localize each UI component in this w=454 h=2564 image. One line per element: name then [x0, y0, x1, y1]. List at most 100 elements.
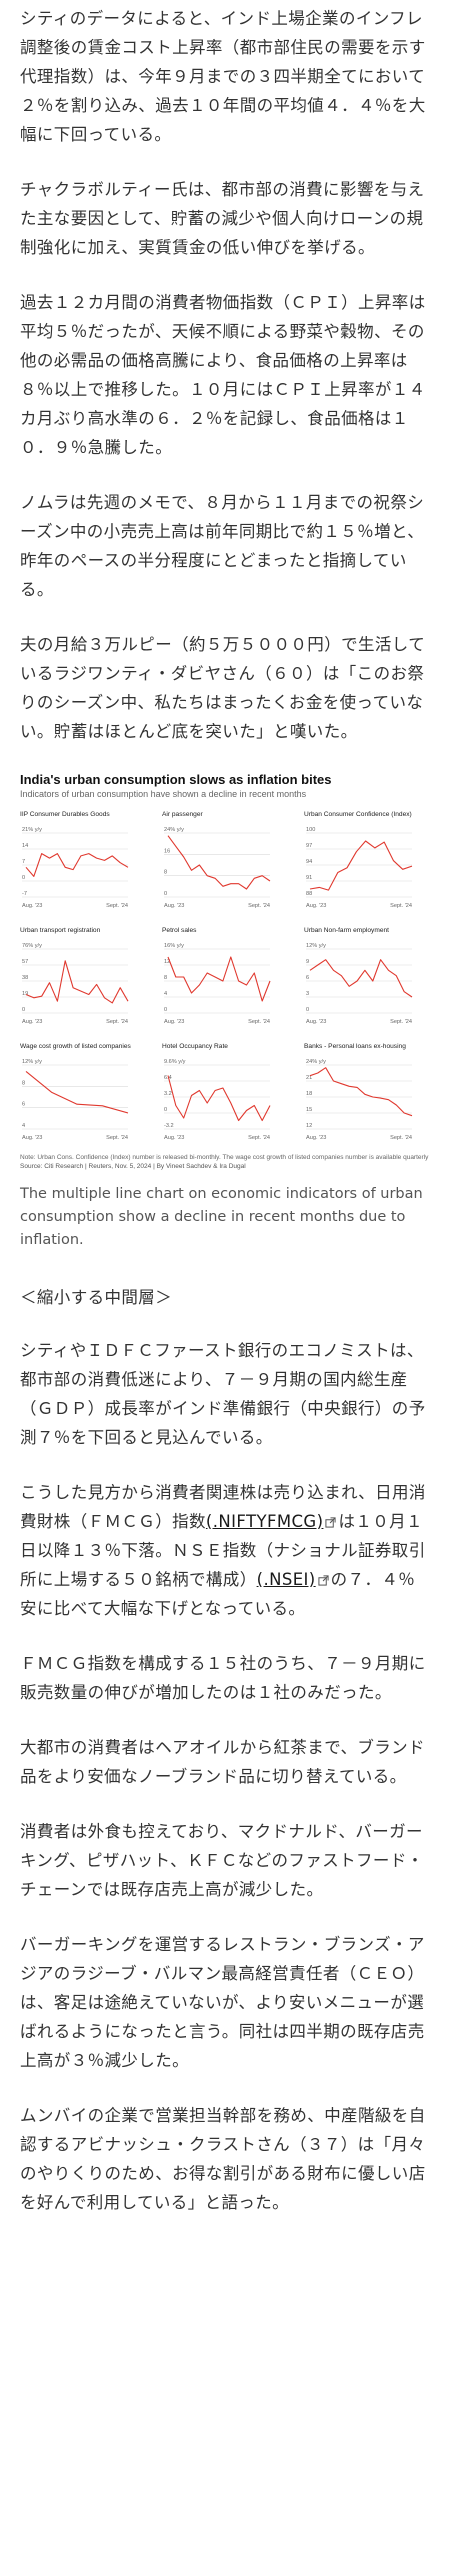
line-chart: Banks - Personal loans ex-housing 24% y/y… — [304, 1041, 434, 1147]
series-line — [168, 836, 270, 889]
series-line — [168, 957, 270, 1001]
infographic-notes: Note: Urban Cons. Confidence (Index) num… — [20, 1153, 432, 1171]
series-line — [26, 961, 128, 1003]
chart-title: IIP Consumer Durables Goods — [20, 811, 110, 818]
y-tick-label: 0 — [164, 1107, 167, 1113]
x-tick-label: Aug. '23 — [22, 903, 42, 909]
paragraph-12: ムンバイの企業で営業担当幹部を務め、中産階級を自認するアビナッシュ・クラストさん… — [20, 2101, 432, 2217]
series-line — [168, 1076, 270, 1121]
chart-title: Urban transport registration — [20, 927, 101, 934]
y-tick-label: 4 — [22, 1123, 25, 1129]
image-caption: The multiple line chart on economic indi… — [20, 1183, 432, 1252]
paragraph-9: 大都市の消費者はヘアオイルから紅茶まで、ブランド品をより安価なノーブランド品に切… — [20, 1733, 432, 1791]
infographic-subtitle: Indicators of urban consumption have sho… — [20, 789, 432, 799]
chart-panel: Banks - Personal loans ex-housing 24% y/y… — [304, 1041, 434, 1147]
paragraph-11: バーガーキングを運営するレストラン・ブランズ・アジアのラジーブ・バルマン最高経営… — [20, 1930, 432, 2075]
paragraph-7: こうした見方から消費者関連株は売り込まれ、日用消費財株（ＦＭＣＧ）指数(.NIF… — [20, 1478, 432, 1623]
x-tick-label: Aug. '23 — [164, 903, 184, 909]
nifty-fmcg-link[interactable]: (.NIFTYFMCG) — [206, 1512, 324, 1531]
y-tick-label: 0 — [22, 1007, 25, 1013]
paragraph-6: シティやＩＤＦＣファースト銀行のエコノミストは、都市部の消費低迷により、７－９月… — [20, 1336, 432, 1452]
y-tick-label: 21 — [306, 1075, 312, 1081]
series-line — [310, 1068, 412, 1116]
x-tick-label: Sept. '24 — [390, 1019, 412, 1025]
x-tick-label: Aug. '23 — [164, 1019, 184, 1025]
y-tick-label: 12% y/y — [306, 943, 326, 949]
y-tick-label: 12 — [306, 1123, 312, 1129]
y-tick-label: 97 — [306, 843, 312, 849]
x-tick-label: Sept. '24 — [248, 1019, 270, 1025]
article-body: シティのデータによると、インド上場企業のインフレ調整後の賃金コスト上昇率（都市部… — [0, 4, 454, 2217]
series-line — [310, 841, 412, 890]
x-tick-label: Sept. '24 — [248, 1135, 270, 1141]
y-tick-label: 57 — [22, 959, 28, 965]
y-tick-label: 12% y/y — [22, 1059, 42, 1065]
y-tick-label: -7 — [22, 891, 27, 897]
y-tick-label: 21% y/y — [22, 827, 42, 833]
x-tick-label: Aug. '23 — [306, 1019, 326, 1025]
x-tick-label: Sept. '24 — [106, 1019, 128, 1025]
x-tick-label: Sept. '24 — [106, 1135, 128, 1141]
infographic-note: Note: Urban Cons. Confidence (Index) num… — [20, 1153, 432, 1162]
chart-title: Air passenger — [162, 811, 203, 818]
y-tick-label: 38 — [22, 975, 28, 981]
y-tick-label: 7 — [22, 859, 25, 865]
y-tick-label: 88 — [306, 891, 312, 897]
x-tick-label: Sept. '24 — [106, 903, 128, 909]
paragraph-2: チャクラボルティー氏は、都市部の消費に影響を与えた主な要因として、貯蓄の減少や個… — [20, 175, 432, 262]
infographic-source: Source: Citi Research | Reuters, Nov. 5,… — [20, 1162, 432, 1171]
y-tick-label: 6 — [22, 1102, 25, 1108]
y-tick-label: 0 — [306, 1007, 309, 1013]
y-tick-label: 0 — [164, 1007, 167, 1013]
y-tick-label: 0 — [22, 875, 25, 881]
series-line — [26, 1071, 128, 1113]
y-tick-label: 100 — [306, 827, 315, 833]
paragraph-10: 消費者は外食も控えており、マクドナルド、バーガーキング、ピザハット、ＫＦＣなどの… — [20, 1817, 432, 1904]
infographic-title: India's urban consumption slows as infla… — [20, 772, 432, 787]
y-tick-label: 3.2 — [164, 1091, 172, 1097]
y-tick-label: 8 — [164, 975, 167, 981]
y-tick-label: 16% y/y — [164, 943, 184, 949]
x-tick-label: Sept. '24 — [248, 903, 270, 909]
y-tick-label: 76% y/y — [22, 943, 42, 949]
nsei-link[interactable]: (.NSEI) — [257, 1570, 316, 1589]
chart-title: Banks - Personal loans ex-housing — [304, 1043, 406, 1050]
y-tick-label: 24% y/y — [306, 1059, 326, 1065]
line-chart: Wage cost growth of listed companies12% … — [20, 1041, 150, 1147]
y-tick-label: 3 — [306, 991, 309, 997]
chart-title: Urban Consumer Confidence (Index) — [304, 811, 412, 818]
paragraph-5: 夫の月給３万ルピー（約５万５０００円）で生活しているラジワンティ・ダビヤさん（６… — [20, 630, 432, 746]
x-tick-label: Sept. '24 — [390, 1135, 412, 1141]
paragraph-1: シティのデータによると、インド上場企業のインフレ調整後の賃金コスト上昇率（都市部… — [20, 4, 432, 149]
y-tick-label: 91 — [306, 875, 312, 881]
chart-panel: Urban transport registration 76% y/y 57 38 1… — [20, 925, 150, 1031]
y-tick-label: 8 — [164, 870, 167, 876]
y-tick-label: -3.2 — [164, 1123, 174, 1129]
line-chart: Urban Consumer Confidence (Index)1009794… — [304, 809, 434, 915]
section-heading: ＜縮小する中間層＞ — [20, 1284, 432, 1308]
line-chart: Urban transport registration 76% y/y 57 38 1… — [20, 925, 150, 1031]
y-tick-label: 18 — [306, 1091, 312, 1097]
y-tick-label: 9.6% y/y — [164, 1059, 186, 1065]
x-tick-label: Sept. '24 — [390, 903, 412, 909]
chart-title: Urban Non-farm employment — [304, 927, 389, 934]
infographic: India's urban consumption slows as infla… — [20, 772, 432, 1171]
x-tick-label: Aug. '23 — [164, 1135, 184, 1141]
x-tick-label: Aug. '23 — [22, 1019, 42, 1025]
y-tick-label: 9 — [306, 959, 309, 965]
chart-panel: IIP Consumer Durables Goods 21% y/y 14 7 0 -7… — [20, 809, 150, 915]
external-link-icon[interactable] — [325, 1517, 336, 1528]
y-tick-label: 15 — [306, 1107, 312, 1113]
y-tick-label: 14 — [22, 843, 28, 849]
chart-title: Petrol sales — [162, 927, 197, 934]
y-tick-label: 19 — [22, 991, 28, 997]
paragraph-4: ノムラは先週のメモで、８月から１１月までの祝祭シーズン中の小売売上高は前年同期比… — [20, 488, 432, 604]
external-link-icon[interactable] — [318, 1575, 329, 1586]
